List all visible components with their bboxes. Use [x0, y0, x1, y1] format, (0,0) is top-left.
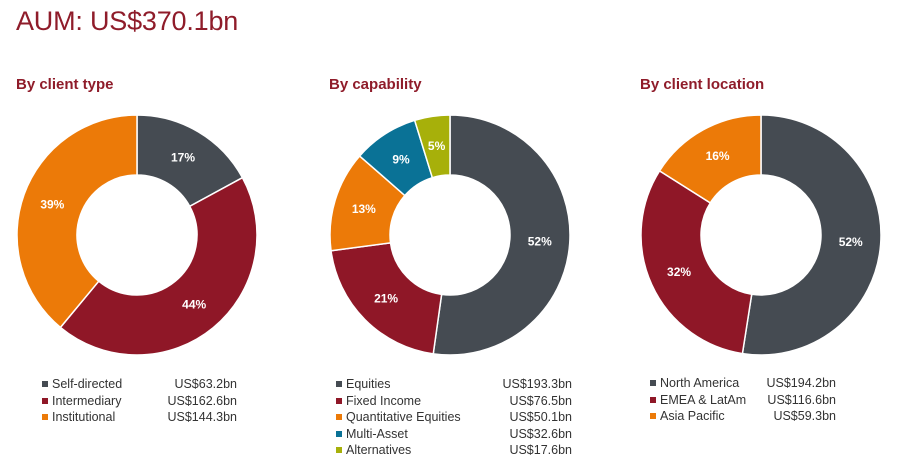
legend-item-intermediary: Intermediary US$162.6bn — [42, 393, 237, 410]
legend-label: EMEA & LatAm — [660, 392, 747, 407]
legend-label: Quantitative Equities — [346, 410, 461, 424]
legend-item-alternatives: Alternatives US$17.6bn — [336, 442, 572, 459]
data-label-intermediary: 44% — [182, 298, 206, 312]
data-label-multi-asset: 9% — [392, 152, 410, 166]
legend-swatch — [336, 381, 342, 387]
legend-item-institutional: Institutional US$144.3bn — [42, 409, 237, 426]
slice-intermediary — [59, 176, 258, 356]
legend-value: US$194.2bn — [766, 376, 836, 390]
legend-value: US$59.3bn — [773, 409, 836, 423]
donut-chart-capability: 52% 21% 13% 9% 5% — [329, 114, 571, 356]
slice-fixed-income — [330, 242, 443, 355]
legend-value: US$76.5bn — [509, 393, 572, 408]
legend-swatch — [336, 397, 342, 404]
legend-item-emea-and-latam: EMEA & LatAm US$116.6bn — [650, 392, 836, 409]
slice-north-america — [741, 114, 882, 356]
legend-swatch — [42, 397, 48, 404]
data-label-quantitative-equities: 13% — [352, 202, 376, 216]
legend-value: US$63.2bn — [174, 377, 237, 391]
legend-value: US$162.6bn — [167, 393, 237, 408]
slice-self-directed — [136, 114, 244, 208]
data-label-equities: 52% — [528, 234, 552, 248]
donut-chart-client-type: 17% 44% 39% — [16, 114, 258, 356]
legend-swatch — [42, 381, 48, 387]
chart-title-client-type: By client type — [16, 76, 114, 93]
legend-client-location: North America US$194.2bn EMEA & LatAm US$11… — [650, 375, 836, 425]
legend-label: Multi-Asset — [346, 426, 408, 441]
data-label-asia-pacific: 16% — [706, 149, 730, 163]
legend-value: US$193.3bn — [502, 377, 572, 391]
legend-item-north-america: North America US$194.2bn — [650, 375, 836, 392]
legend-label: Fixed Income — [346, 393, 422, 408]
legend-item-quantitative-equities: Quantitative Equities US$50.1bn — [336, 409, 572, 426]
legend-item-equities: Equities US$193.3bn — [336, 376, 572, 393]
legend-label: Alternatives — [346, 443, 412, 457]
legend-swatch — [336, 430, 342, 437]
legend-value: US$50.1bn — [509, 410, 572, 424]
data-label-alternatives: 5% — [428, 139, 446, 153]
legend-swatch — [42, 414, 48, 420]
legend-item-multi-asset: Multi-Asset US$32.6bn — [336, 426, 572, 443]
legend-swatch — [336, 447, 342, 453]
legend-label: Equities — [346, 377, 391, 391]
legend-client-type: Self-directed US$63.2bn Intermediary US$162… — [42, 376, 237, 426]
legend-value: US$32.6bn — [509, 426, 572, 441]
legend-label: Intermediary — [52, 393, 122, 408]
slice-asia-pacific — [658, 114, 762, 204]
legend-item-fixed-income: Fixed Income US$76.5bn — [336, 393, 572, 410]
legend-swatch — [650, 413, 656, 419]
chart-title-capability: By capability — [329, 76, 422, 93]
legend-label: Self-directed — [52, 377, 123, 391]
legend-swatch — [650, 396, 656, 403]
slice-alternatives — [413, 114, 451, 179]
legend-capability: Equities US$193.3bn Fixed Income US$76.5bn Q… — [336, 376, 572, 459]
legend-swatch — [650, 380, 656, 386]
data-label-self-directed: 17% — [171, 151, 195, 165]
slice-emea-and-latam — [640, 169, 753, 355]
data-label-institutional: 39% — [40, 197, 64, 211]
chart-title-client-location: By client location — [640, 76, 765, 93]
data-label-emea-and-latam: 32% — [667, 265, 691, 279]
donut-chart-client-location: 52% 32% 16% — [640, 114, 882, 356]
legend-label: Asia Pacific — [660, 409, 725, 423]
legend-item-self-directed: Self-directed US$63.2bn — [42, 376, 237, 393]
data-label-north-america: 52% — [839, 235, 863, 249]
page-title: AUM: US$370.1bn — [16, 6, 239, 36]
legend-value: US$17.6bn — [509, 443, 572, 457]
data-label-fixed-income: 21% — [374, 291, 398, 305]
legend-label: Institutional — [52, 410, 116, 424]
legend-value: US$116.6bn — [767, 392, 836, 407]
legend-label: North America — [660, 376, 740, 390]
slice-equities — [432, 114, 571, 356]
slice-institutional — [16, 114, 138, 329]
legend-value: US$144.3bn — [167, 410, 237, 424]
legend-item-asia-pacific: Asia Pacific US$59.3bn — [650, 408, 836, 425]
legend-swatch — [336, 414, 342, 420]
